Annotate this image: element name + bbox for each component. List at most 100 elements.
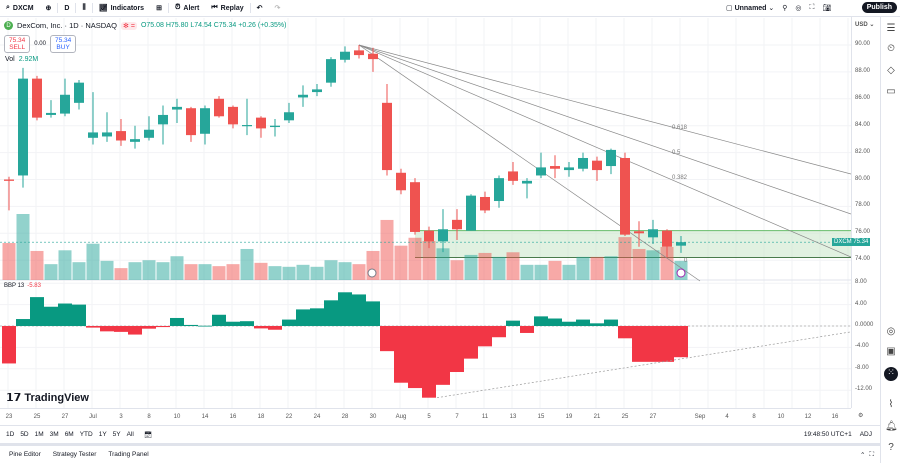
bbp-bar: [324, 300, 338, 326]
candle-body: [396, 172, 406, 191]
fullscreen-icon[interactable]: ⛶: [809, 4, 815, 11]
apps-grid-icon[interactable]: ⁙: [884, 367, 898, 381]
tab-trading-panel[interactable]: Trading Panel: [108, 451, 149, 458]
time-axis[interactable]: ⚙ 23 25 27 Jul 3 8 10 14 16 18 22 24 28 30 Aug 5 7 11 13 15…: [0, 408, 863, 425]
bbp-tick-label: -12.00: [855, 386, 873, 393]
axis-settings-icon[interactable]: ⚙: [858, 413, 864, 419]
price-tick-label: 80.00: [855, 175, 871, 182]
symbol-title[interactable]: DexCom, Inc. · 1D · NASDAQ: [17, 21, 118, 30]
volume-bar: [44, 264, 58, 280]
volume-bar: [436, 248, 450, 280]
range-all[interactable]: All: [126, 431, 134, 438]
bell-icon[interactable]: 🔔︎: [885, 421, 898, 432]
alert-button[interactable]: ⏰︎ Alert: [169, 0, 205, 17]
candle-body: [256, 117, 266, 129]
bbp-bar: [282, 319, 296, 326]
replay-button[interactable]: ⏮ Replay: [205, 0, 249, 17]
currency-select[interactable]: USD ⌄: [855, 22, 875, 28]
bbp-bar: [310, 308, 324, 326]
candle-body: [144, 129, 154, 138]
volume-bar: [352, 264, 366, 280]
compare-button[interactable]: ⊕: [40, 0, 58, 17]
fib-level-label: 0.5: [672, 150, 681, 156]
candle: [564, 162, 574, 177]
bbp-bar: [128, 326, 142, 335]
target-icon[interactable]: ◎: [886, 326, 896, 337]
layout-button[interactable]: ▢ Unnamed ⌄: [726, 5, 775, 12]
indicators-button[interactable]: 📈︎ Indicators: [93, 0, 150, 17]
replay-icon: ⏮: [211, 4, 218, 11]
price-axis[interactable]: USD ⌄ 90.00 88.00 86.00 84.00 82.00 80.00 78.0…: [832, 17, 880, 408]
sell-label: SELL: [9, 44, 26, 51]
interval-button[interactable]: D: [58, 0, 75, 17]
candle-body: [438, 229, 448, 242]
bbp-bar: [114, 326, 128, 332]
date-tick-label: 18: [257, 414, 265, 420]
alert-label: Alert: [183, 4, 200, 12]
settings-icon[interactable]: ◎: [795, 5, 802, 12]
date-tick-label: 25: [621, 414, 629, 420]
watchlist-icon[interactable]: ☰: [886, 23, 896, 34]
range-1y[interactable]: 1Y: [98, 431, 107, 438]
alerts-clock-icon[interactable]: ⏲: [887, 43, 895, 54]
candle-body: [186, 108, 196, 136]
collapse-panel-icon[interactable]: ⌃: [859, 451, 866, 459]
candle-body: [494, 178, 504, 202]
volume-bar: [184, 264, 198, 280]
bbp-label: BBP 13: [4, 283, 25, 289]
help-icon[interactable]: ?: [888, 442, 894, 453]
chart-type-button[interactable]: ⫼: [76, 0, 91, 17]
layers-icon[interactable]: ◇: [887, 65, 895, 76]
tab-strategy-tester[interactable]: Strategy Tester: [52, 451, 97, 458]
clock[interactable]: 19:48:50 UTC+1: [803, 431, 852, 438]
candle: [452, 209, 462, 241]
volume-bar: [380, 219, 394, 280]
range-6m[interactable]: 6M: [64, 431, 74, 438]
price-chart[interactable]: 0.618 0.5 0.382 0: [0, 0, 851, 408]
candle-body: [228, 106, 238, 125]
range-5y[interactable]: 5Y: [112, 431, 121, 438]
price-tick-label: 82.00: [855, 148, 871, 155]
maximize-panel-icon[interactable]: ⛶: [869, 450, 874, 458]
range-1m[interactable]: 1M: [34, 431, 44, 438]
signal-icon[interactable]: ⌇: [888, 399, 894, 410]
redo-button[interactable]: ↷: [269, 0, 287, 17]
calendar-icon[interactable]: ▣: [886, 346, 896, 357]
tab-pine-editor[interactable]: Pine Editor: [9, 451, 41, 458]
legend-toggle-icons[interactable]: ✻ =: [121, 21, 137, 30]
volume-bar: [506, 252, 520, 280]
sell-button[interactable]: 75.34 SELL: [4, 35, 31, 53]
templates-button[interactable]: ⊞: [150, 0, 168, 17]
range-1d[interactable]: 1D: [6, 431, 15, 438]
candle-body: [158, 114, 168, 125]
bbp-bar: [366, 301, 380, 326]
date-tick-label: Aug: [395, 414, 407, 420]
bbp-bar: [394, 326, 408, 383]
buy-button[interactable]: 75.34 BUY: [49, 35, 77, 53]
publish-button[interactable]: Publish: [861, 2, 897, 13]
range-ytd[interactable]: YTD: [79, 431, 93, 438]
candle-body: [550, 166, 560, 169]
bbp-tick-label: 4.00: [855, 300, 867, 307]
chat-icon[interactable]: ▭: [886, 86, 896, 97]
candle-body: [368, 53, 378, 60]
camera-icon[interactable]: 📷︎: [822, 5, 832, 12]
range-5d[interactable]: 5D: [20, 431, 29, 438]
tradingview-logo[interactable]: 𝟭𝟳 TradingView: [6, 391, 89, 404]
candle-body: [74, 82, 84, 103]
adj-button[interactable]: ADJ: [859, 431, 872, 438]
undo-button[interactable]: ↶: [251, 0, 269, 17]
candle: [634, 221, 644, 247]
goto-date-icon[interactable]: 📅︎: [143, 431, 153, 439]
bbp-bar: [352, 294, 366, 326]
range-3m[interactable]: 3M: [49, 431, 59, 438]
undo-icon: ↶: [256, 5, 263, 12]
bbp-bar: [44, 306, 58, 326]
volume-bar: [618, 237, 632, 280]
bbp-bar: [408, 326, 422, 389]
quick-search-icon[interactable]: ⚲: [782, 5, 788, 12]
symbol-search[interactable]: ⌕ DXCM: [0, 0, 40, 17]
tag-symbol: DXCM: [834, 239, 852, 246]
grid-icon: ⊞: [156, 5, 162, 12]
volume-bar: [282, 266, 296, 280]
